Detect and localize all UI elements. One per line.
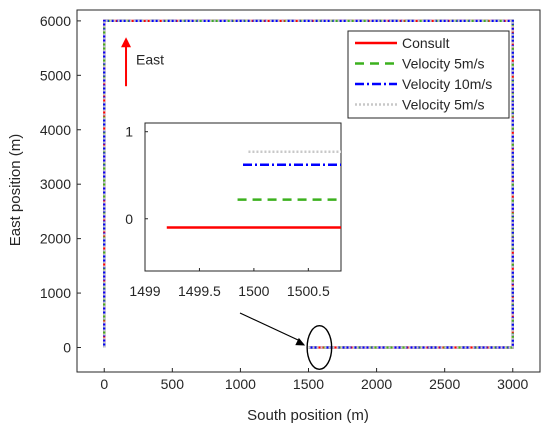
inset-x-tick-label: 1499.5 — [178, 283, 221, 299]
y-axis-label: East position (m) — [7, 134, 24, 247]
y-tick-label: 0 — [63, 340, 71, 356]
y-tick-label: 6000 — [40, 13, 71, 29]
series-line-velocity-5m-s — [103, 19, 514, 349]
legend-label-velocity-5m-s: Velocity 5m/s — [402, 56, 484, 72]
x-axis-label: South position (m) — [247, 407, 369, 424]
callout-ellipse — [306, 325, 333, 370]
x-tick-label: 1500 — [293, 376, 324, 392]
callout-arrow-shaft — [239, 312, 300, 342]
inset-x-tick-label: 1500 — [238, 283, 269, 299]
east-label: East — [136, 52, 164, 68]
legend-box — [347, 30, 510, 119]
callout-arrow-head — [295, 337, 306, 346]
x-tick-label: 3000 — [497, 376, 528, 392]
y-tick-label: 5000 — [40, 67, 71, 83]
inset-y-tick-label: 0 — [125, 211, 133, 227]
main-series-group — [103, 19, 514, 349]
x-tick-label: 1000 — [225, 376, 256, 392]
legend-label-velocity-5m-s: Velocity 5m/s — [402, 97, 484, 113]
y-tick-label: 3000 — [40, 176, 71, 192]
inset-y-tick-label: 1 — [125, 124, 133, 140]
inset-x-tick-label: 1500.5 — [287, 283, 330, 299]
y-tick-label: 2000 — [40, 231, 71, 247]
x-tick-label: 0 — [100, 376, 108, 392]
inset-x-tick-label: 1499 — [129, 283, 160, 299]
east-arrow-head — [121, 37, 132, 48]
zoom-callout — [239, 312, 333, 370]
east-annotation: East — [121, 37, 164, 87]
legend-label-velocity-10m-s: Velocity 10m/s — [402, 76, 492, 92]
main-axis-ticks: 0 500 1000 1500 2000 2500 3000 0 1000 2000 3000 400… — [40, 13, 529, 392]
x-tick-label: 2000 — [361, 376, 392, 392]
x-tick-label: 2500 — [429, 376, 460, 392]
legend-label-consult: Consult — [402, 35, 450, 51]
legend: Consult Velocity 5m/s Velocity 10m/s Veloci… — [347, 30, 510, 119]
inset-plot: 1499 1499.5 1500 1500.5 1 0 — [125, 122, 342, 299]
x-tick-label: 500 — [161, 376, 185, 392]
y-tick-label: 4000 — [40, 122, 71, 138]
inset-plot-area — [144, 122, 342, 272]
y-tick-label: 1000 — [40, 285, 71, 301]
